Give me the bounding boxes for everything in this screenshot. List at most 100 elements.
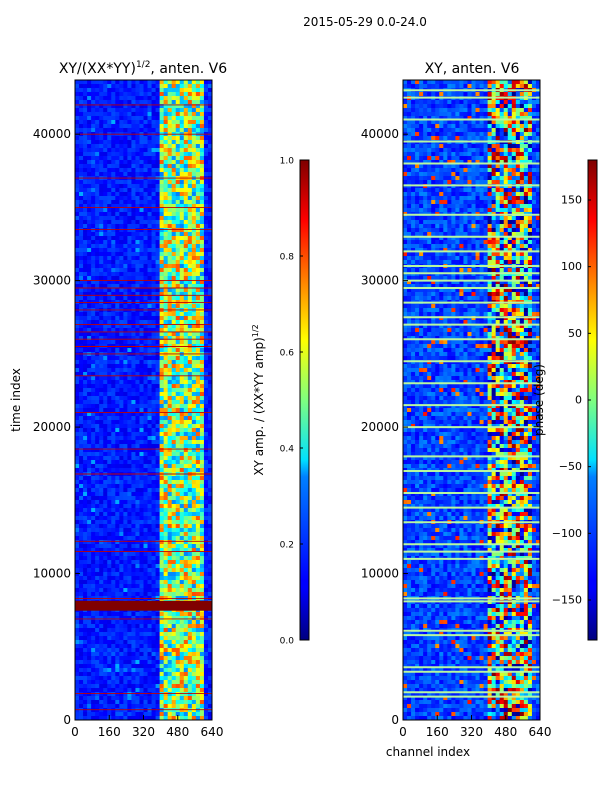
heatmap-cell: [155, 652, 160, 657]
heatmap-cell: [83, 304, 88, 309]
heatmap-cell: [147, 136, 152, 141]
heatmap-cell: [119, 660, 124, 665]
heatmap-cell: [207, 92, 213, 97]
heatmap-cell: [115, 444, 120, 449]
heatmap-cell: [179, 476, 185, 481]
heatmap-cell: [115, 376, 120, 381]
heatmap-cell: [135, 128, 140, 133]
heatmap-cell: [199, 508, 205, 513]
heatmap-cell: [175, 252, 181, 257]
heatmap-cell: [187, 416, 193, 421]
heatmap-cell: [123, 196, 128, 201]
heatmap-cell: [183, 252, 189, 257]
heatmap-cell: [111, 384, 116, 389]
heatmap-cell: [87, 124, 92, 129]
heatmap-cell: [207, 236, 213, 241]
heatmap-cell: [195, 512, 201, 517]
heatmap-cell: [95, 88, 100, 93]
heatmap-cell: [139, 92, 144, 97]
heatmap-cell: [107, 524, 112, 529]
heatmap-cell: [163, 356, 168, 361]
heatmap-cell: [95, 312, 100, 317]
heatmap-cell: [187, 476, 193, 481]
heatmap-cell: [175, 584, 181, 589]
heatmap-cell: [195, 224, 201, 229]
heatmap-cell: [99, 364, 104, 369]
heatmap-cell: [107, 616, 112, 621]
heatmap-cell: [135, 312, 140, 317]
heatmap-cell: [123, 328, 128, 333]
heatmap-cell: [87, 144, 92, 149]
heatmap-cell: [203, 160, 209, 165]
heatmap-cell: [163, 112, 168, 117]
heatmap-cell: [135, 468, 140, 473]
heatmap-cell: [175, 368, 181, 373]
heatmap-cell: [123, 268, 128, 273]
heatmap-cell: [151, 188, 156, 193]
heatmap-cell: [207, 380, 213, 385]
heatmap-cell: [171, 512, 177, 517]
heatmap-cell: [167, 112, 173, 117]
heatmap-cell: [83, 172, 88, 177]
heatmap-cell: [163, 380, 168, 385]
heatmap-cell: [131, 324, 136, 329]
heatmap-cell: [187, 660, 193, 665]
heatmap-cell: [123, 628, 128, 633]
heatmap-cell: [123, 136, 128, 141]
heatmap-cell: [87, 96, 92, 101]
heatmap-cell: [199, 336, 205, 341]
heatmap-cell: [91, 548, 96, 553]
heatmap-cell: [99, 552, 104, 557]
heatmap-cell: [199, 452, 205, 457]
heatmap-cell: [171, 524, 177, 529]
heatmap-cell: [155, 588, 160, 593]
heatmap-cell: [171, 112, 177, 117]
heatmap-cell: [75, 248, 80, 253]
heatmap-cell: [123, 256, 128, 261]
heatmap-cell: [99, 460, 104, 465]
heatmap-cell: [135, 664, 140, 669]
heatmap-cell: [195, 548, 201, 553]
heatmap-cell: [139, 156, 144, 161]
heatmap-cell: [83, 196, 88, 201]
heatmap-cell: [135, 444, 140, 449]
heatmap-cell: [187, 112, 193, 117]
heatmap-cell: [183, 280, 189, 285]
heatmap-cell: [207, 200, 213, 205]
heatmap-cell: [115, 148, 120, 153]
heatmap-cell: [91, 92, 96, 97]
heatmap-cell: [175, 172, 181, 177]
heatmap-cell: [103, 348, 108, 353]
heatmap-cell: [95, 660, 100, 665]
heatmap-cell: [111, 492, 116, 497]
heatmap-cell: [123, 464, 128, 469]
heatmap-cell: [167, 212, 173, 217]
heatmap-cell: [79, 236, 84, 241]
heatmap-cell: [119, 220, 124, 225]
heatmap-cell: [191, 516, 197, 521]
heatmap-cell: [119, 628, 124, 633]
heatmap-cell: [203, 396, 209, 401]
heatmap-cell: [103, 452, 108, 457]
heatmap-cell: [79, 480, 84, 485]
heatmap-cell: [207, 560, 213, 565]
heatmap-cell: [203, 524, 209, 529]
heatmap-cell: [183, 576, 189, 581]
heatmap-cell: [123, 564, 128, 569]
heatmap-cell: [91, 328, 96, 333]
heatmap-cell: [87, 100, 92, 105]
heatmap-cell: [175, 524, 181, 529]
heatmap-cell: [195, 128, 201, 133]
heatmap-cell: [75, 500, 80, 505]
heatmap-cell: [95, 592, 100, 597]
heatmap-cell: [195, 404, 201, 409]
heatmap-cell: [111, 324, 116, 329]
heatmap-cell: [207, 428, 213, 433]
heatmap-cell: [87, 284, 92, 289]
heatmap-cell: [183, 88, 189, 93]
heatmap-cell: [135, 616, 140, 621]
heatmap-cell: [203, 260, 209, 265]
heatmap-cell: [115, 576, 120, 581]
heatmap-cell: [107, 264, 112, 269]
heatmap-cell: [111, 460, 116, 465]
